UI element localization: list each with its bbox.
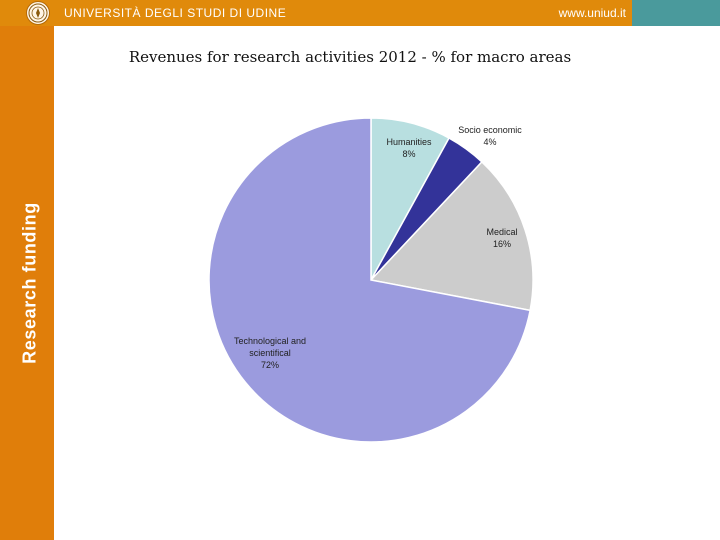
university-seal-icon [26, 1, 50, 25]
university-name: UNIVERSITÀ DEGLI STUDI DI UDINE [64, 6, 287, 20]
header-corner [632, 0, 720, 26]
slice-label-technological-and-scientifical: Technological and scientifical 72% [234, 336, 306, 370]
slice-label-medical: Medical 16% [486, 227, 517, 249]
header-bar [0, 0, 720, 26]
pie-slice-medical [369, 160, 534, 312]
pie-slice-technological-and-scientifical [208, 117, 532, 443]
slice-label-humanities: Humanities 8% [386, 137, 432, 159]
website-link[interactable]: www.uniud.it [558, 6, 626, 20]
slice-label-socio-economic: Socio economic 4% [458, 125, 522, 147]
chart-title: Revenues for research activities 2012 - … [128, 48, 572, 66]
sidebar [0, 26, 54, 540]
